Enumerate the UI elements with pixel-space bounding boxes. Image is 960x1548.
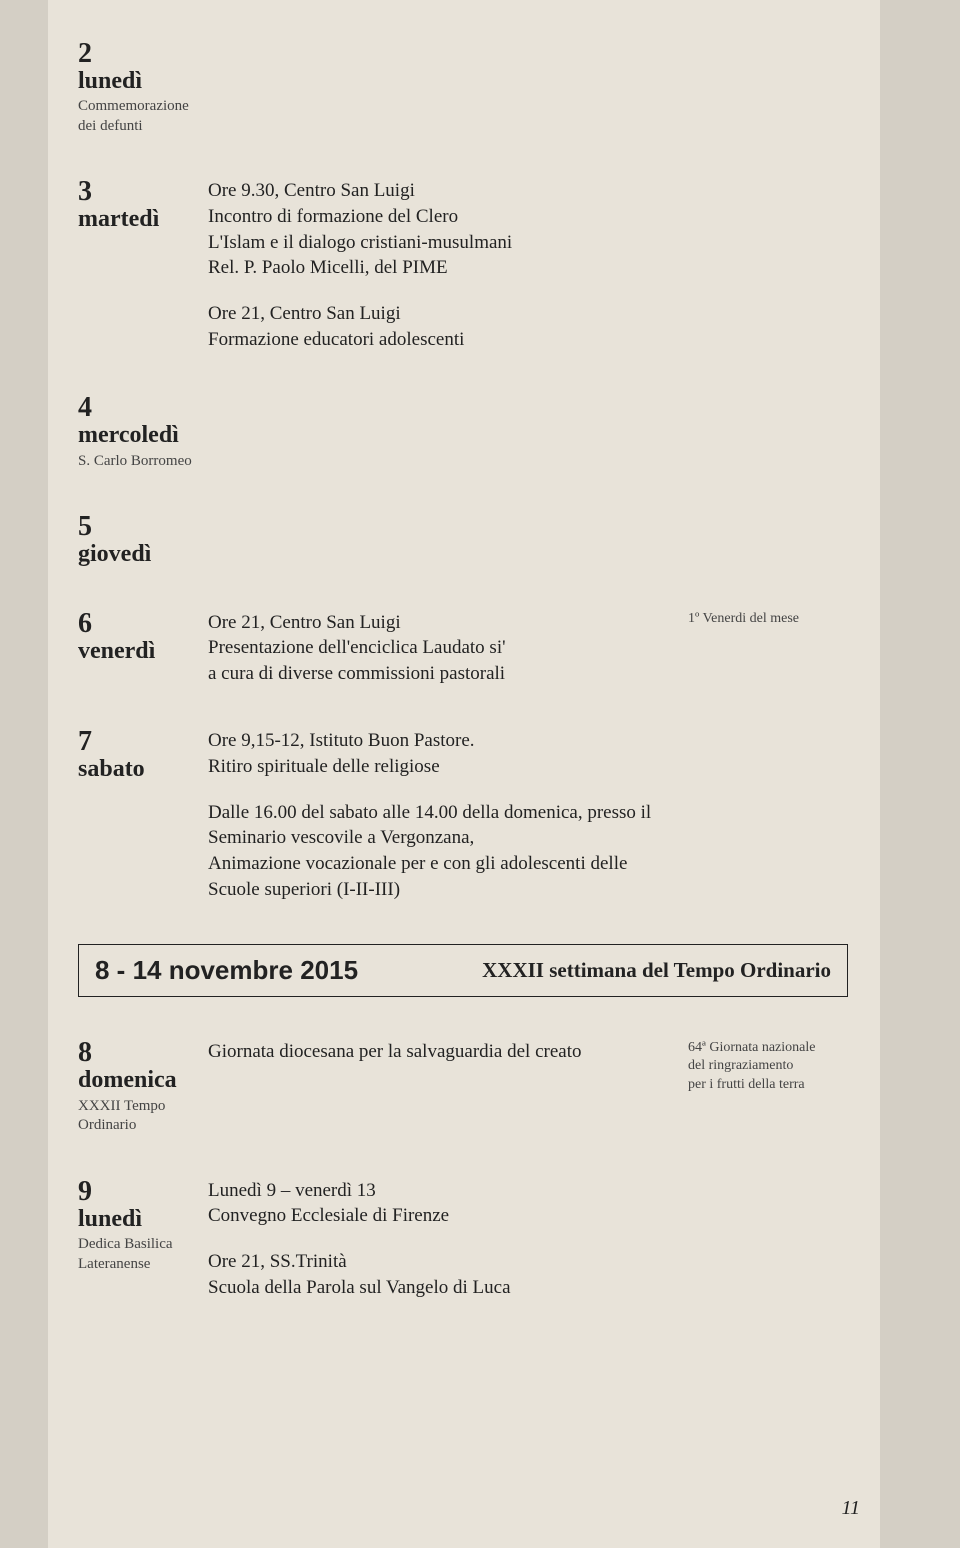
date-number: 3 xyxy=(78,178,208,206)
body-text: Ore 9.30, Centro San Luigi Incontro di f… xyxy=(208,178,678,281)
week-banner: 8 - 14 novembre 2015 XXXII settimana del… xyxy=(78,944,848,997)
calendar-entry: 4 mercoledì S. Carlo Borromeo xyxy=(78,394,848,471)
body-column: Ore 9.30, Centro San Luigi Incontro di f… xyxy=(208,178,688,352)
body-text: Ore 21, Centro San Luigi Presentazione d… xyxy=(208,610,678,687)
date-day: venerdì xyxy=(78,638,208,664)
date-column: 4 mercoledì S. Carlo Borromeo xyxy=(78,394,208,471)
date-day: lunedì xyxy=(78,1206,208,1232)
date-day: giovedì xyxy=(78,541,208,567)
side-column xyxy=(688,1178,848,1301)
page-number: 11 xyxy=(841,1497,860,1520)
body-text: Lunedì 9 – venerdì 13 Convegno Ecclesial… xyxy=(208,1178,678,1229)
date-number: 5 xyxy=(78,513,208,541)
body-column: Lunedì 9 – venerdì 13 Convegno Ecclesial… xyxy=(208,1178,688,1301)
body-text: Giornata diocesana per la salvaguardia d… xyxy=(208,1039,678,1065)
week-dates: 8 - 14 novembre 2015 xyxy=(95,955,358,986)
date-number: 8 xyxy=(78,1039,208,1067)
calendar-entry: 6 venerdì Ore 21, Centro San Luigi Prese… xyxy=(78,610,848,687)
date-column: 7 sabato xyxy=(78,728,208,902)
date-note: Dedica Basilica Lateranense xyxy=(78,1235,208,1274)
date-number: 2 xyxy=(78,40,208,68)
date-day: martedì xyxy=(78,206,208,232)
calendar-entry: 5 giovedì xyxy=(78,513,848,567)
body-column xyxy=(208,394,688,471)
body-column xyxy=(208,40,688,136)
side-column xyxy=(688,728,848,902)
week-title: XXXII settimana del Tempo Ordinario xyxy=(482,958,831,983)
date-day: sabato xyxy=(78,756,208,782)
date-note: XXXII Tempo Ordinario xyxy=(78,1097,208,1136)
date-column: 3 martedì xyxy=(78,178,208,352)
calendar-entry: 2 lunedì Commemorazione dei defunti xyxy=(78,40,848,136)
body-text-secondary: Ore 21, Centro San Luigi Formazione educ… xyxy=(208,301,678,352)
date-note: S. Carlo Borromeo xyxy=(78,452,208,472)
side-column xyxy=(688,513,848,567)
calendar-entry: 8 domenica XXXII Tempo Ordinario Giornat… xyxy=(78,1039,848,1135)
date-number: 7 xyxy=(78,728,208,756)
body-column: Giornata diocesana per la salvaguardia d… xyxy=(208,1039,688,1135)
date-note: Commemorazione dei defunti xyxy=(78,97,208,136)
calendar-entry: 7 sabato Ore 9,15-12, Istituto Buon Past… xyxy=(78,728,848,902)
side-column xyxy=(688,40,848,136)
date-number: 6 xyxy=(78,610,208,638)
date-day: domenica xyxy=(78,1067,208,1093)
date-number: 9 xyxy=(78,1178,208,1206)
date-column: 8 domenica XXXII Tempo Ordinario xyxy=(78,1039,208,1135)
date-column: 6 venerdì xyxy=(78,610,208,687)
side-column xyxy=(688,178,848,352)
date-day: lunedì xyxy=(78,68,208,94)
body-column: Ore 9,15-12, Istituto Buon Pastore. Riti… xyxy=(208,728,688,902)
sidebar-left xyxy=(0,0,48,1548)
calendar-entry: 9 lunedì Dedica Basilica Lateranense Lun… xyxy=(78,1178,848,1301)
sidebar-right xyxy=(880,0,960,1548)
date-column: 2 lunedì Commemorazione dei defunti xyxy=(78,40,208,136)
body-text-secondary: Dalle 16.00 del sabato alle 14.00 della … xyxy=(208,800,678,903)
side-column: 1º Venerdi del mese xyxy=(688,610,848,687)
body-column: Ore 21, Centro San Luigi Presentazione d… xyxy=(208,610,688,687)
calendar-entry: 3 martedì Ore 9.30, Centro San Luigi Inc… xyxy=(78,178,848,352)
date-number: 4 xyxy=(78,394,208,422)
date-day: mercoledì xyxy=(78,422,208,448)
side-column: 64ª Giornata nazionale del ringraziament… xyxy=(688,1039,848,1135)
body-text-secondary: Ore 21, SS.Trinità Scuola della Parola s… xyxy=(208,1249,678,1300)
date-column: 5 giovedì xyxy=(78,513,208,567)
main-content: 2 lunedì Commemorazione dei defunti 3 ma… xyxy=(78,0,848,1342)
side-column xyxy=(688,394,848,471)
body-column xyxy=(208,513,688,567)
date-column: 9 lunedì Dedica Basilica Lateranense xyxy=(78,1178,208,1301)
body-text: Ore 9,15-12, Istituto Buon Pastore. Riti… xyxy=(208,728,678,779)
